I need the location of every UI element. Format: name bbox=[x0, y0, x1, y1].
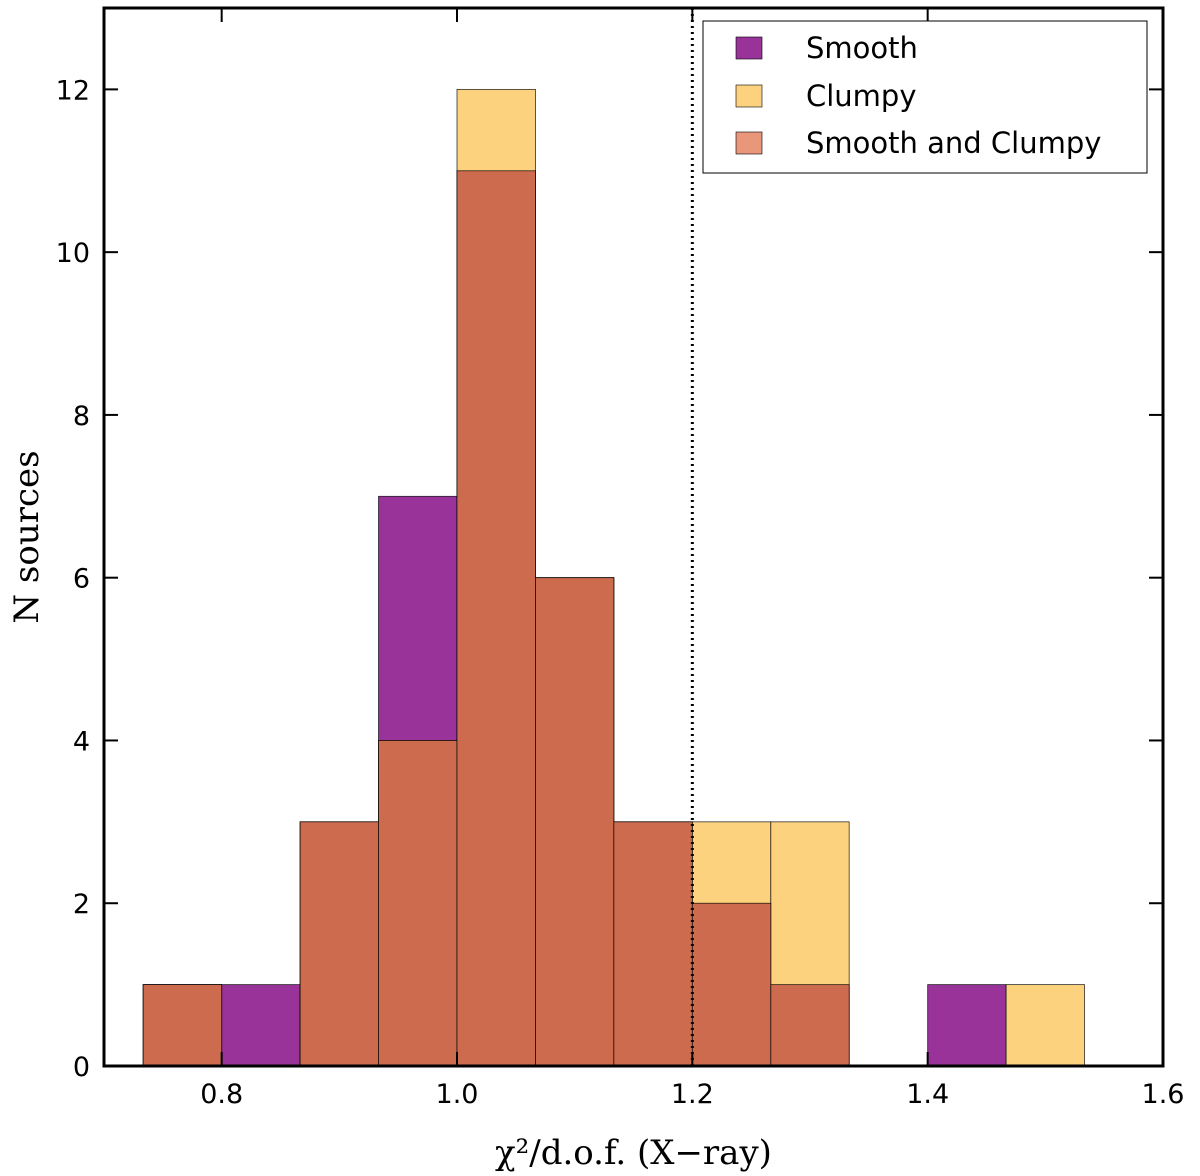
bar-smooth-bin-10 bbox=[927, 984, 1007, 1067]
x-tick-label: 0.8 bbox=[200, 1079, 243, 1110]
bar-smooth-and-clumpy-bin-4 bbox=[456, 170, 536, 1067]
bar-smooth-bin-1 bbox=[221, 984, 301, 1067]
plot-frame bbox=[102, 6, 1165, 1068]
x-tick-label: 1.4 bbox=[906, 1079, 949, 1110]
bar-smooth-and-clumpy-bin-2 bbox=[299, 821, 379, 1067]
legend: Smooth Clumpy Smooth and Clumpy bbox=[702, 20, 1148, 174]
y-tick-label: 4 bbox=[73, 726, 90, 757]
y-tick-label: 12 bbox=[56, 75, 90, 106]
bar-smooth-and-clumpy-bin-0 bbox=[142, 984, 223, 1067]
legend-label-clumpy: Clumpy bbox=[806, 79, 917, 113]
y-axis-label: N sources bbox=[7, 450, 47, 623]
legend-label-smooth-and-clumpy: Smooth and Clumpy bbox=[806, 126, 1101, 160]
x-tick-label: 1.2 bbox=[671, 1079, 714, 1110]
x-axis-label: χ²/d.o.f. (X−ray) bbox=[495, 1133, 772, 1173]
bar-smooth-and-clumpy-bin-3 bbox=[378, 740, 458, 1067]
bars-layer bbox=[142, 88, 1085, 1067]
bar-clumpy-bin-11 bbox=[1005, 984, 1085, 1067]
legend-swatch-clumpy bbox=[735, 84, 763, 108]
y-tick-label: 8 bbox=[73, 401, 90, 432]
legend-label-smooth: Smooth bbox=[806, 31, 918, 65]
legend-swatch-smooth bbox=[735, 36, 763, 60]
bar-smooth-and-clumpy-bin-5 bbox=[535, 577, 615, 1067]
bar-smooth-and-clumpy-bin-7 bbox=[691, 902, 772, 1067]
legend-box bbox=[702, 20, 1148, 174]
bar-smooth-and-clumpy-bin-6 bbox=[613, 821, 693, 1067]
legend-swatch-smooth-and-clumpy bbox=[735, 131, 763, 155]
ticks-layer: 0.8 1.0 1.2 1.4 1.6 0 2 4 6 8 10 12 bbox=[56, 8, 1185, 1110]
x-tick-label: 1.6 bbox=[1142, 1079, 1185, 1110]
y-tick-label: 2 bbox=[73, 889, 90, 920]
x-tick-label: 1.0 bbox=[436, 1079, 479, 1110]
y-tick-label: 10 bbox=[56, 238, 90, 269]
y-tick-label: 6 bbox=[73, 564, 90, 595]
bar-smooth-and-clumpy-bin-8 bbox=[770, 984, 850, 1067]
y-tick-label: 0 bbox=[73, 1052, 90, 1083]
